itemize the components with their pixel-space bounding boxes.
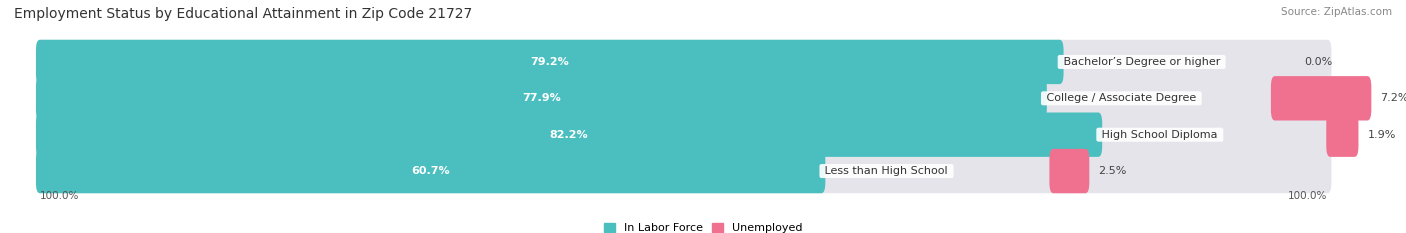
FancyBboxPatch shape [37,113,1331,157]
Text: 0.0%: 0.0% [1305,57,1333,67]
Text: 60.7%: 60.7% [412,166,450,176]
Text: 7.2%: 7.2% [1381,93,1406,103]
Text: Source: ZipAtlas.com: Source: ZipAtlas.com [1281,7,1392,17]
FancyBboxPatch shape [37,40,1063,84]
Text: Less than High School: Less than High School [821,166,952,176]
Text: 82.2%: 82.2% [550,130,588,140]
Text: Bachelor’s Degree or higher: Bachelor’s Degree or higher [1060,57,1223,67]
Text: 2.5%: 2.5% [1098,166,1126,176]
FancyBboxPatch shape [37,149,825,193]
FancyBboxPatch shape [1271,76,1371,120]
Text: College / Associate Degree: College / Associate Degree [1043,93,1199,103]
Text: 79.2%: 79.2% [530,57,569,67]
FancyBboxPatch shape [1049,149,1090,193]
FancyBboxPatch shape [37,149,1331,193]
Text: Employment Status by Educational Attainment in Zip Code 21727: Employment Status by Educational Attainm… [14,7,472,21]
FancyBboxPatch shape [37,113,1102,157]
FancyBboxPatch shape [37,76,1047,120]
FancyBboxPatch shape [1326,113,1358,157]
FancyBboxPatch shape [37,40,1331,84]
Legend: In Labor Force, Unemployed: In Labor Force, Unemployed [599,218,807,233]
FancyBboxPatch shape [37,76,1331,120]
Text: 100.0%: 100.0% [1288,191,1327,201]
Text: 100.0%: 100.0% [39,191,79,201]
Text: 1.9%: 1.9% [1368,130,1396,140]
Text: 77.9%: 77.9% [522,93,561,103]
Text: High School Diploma: High School Diploma [1098,130,1222,140]
